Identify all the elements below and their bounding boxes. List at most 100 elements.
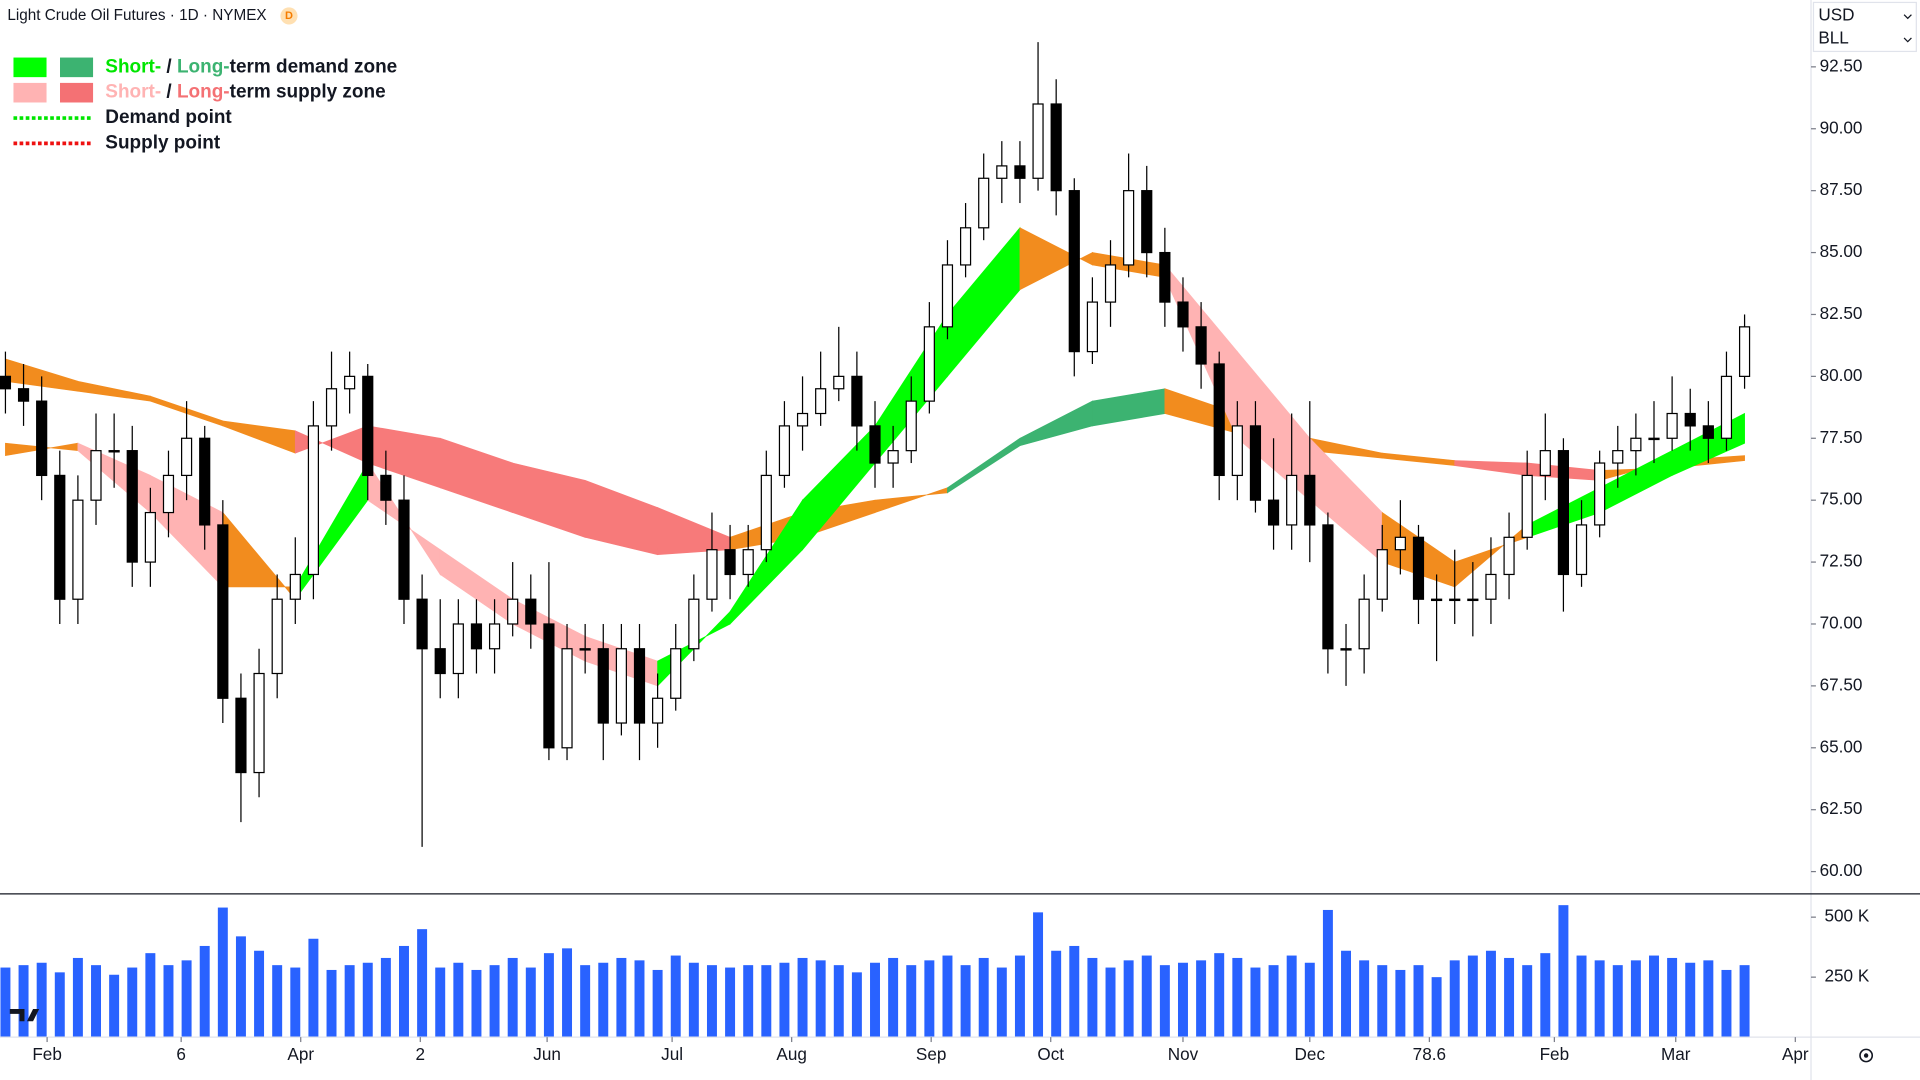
x-tick-label: Jun <box>533 1044 561 1064</box>
candle-body <box>72 499 84 600</box>
candle-body <box>543 623 555 749</box>
volume-bar <box>725 967 736 1038</box>
volume-bar <box>851 972 862 1038</box>
volume-bar <box>1504 957 1515 1038</box>
candle-body <box>1086 301 1098 353</box>
volume-bar <box>1286 955 1297 1038</box>
volume-bar <box>743 965 754 1038</box>
candle-body <box>1412 536 1425 600</box>
candle-body <box>1557 450 1570 576</box>
volume-bar <box>1558 905 1569 1038</box>
volume-bar <box>326 969 337 1038</box>
volume-bar <box>344 965 355 1038</box>
volume-bar <box>109 974 120 1038</box>
candle-body <box>17 388 30 402</box>
volume-bar <box>489 965 500 1038</box>
candle-body <box>380 474 392 501</box>
candle-body <box>833 375 845 390</box>
candle-body <box>1503 536 1515 576</box>
volume-bar <box>507 957 518 1038</box>
legend-part: Long- <box>177 82 230 103</box>
candle-body <box>1738 326 1751 377</box>
candle-body <box>996 165 1008 179</box>
candle-body <box>162 474 175 514</box>
volume-bar <box>706 965 717 1038</box>
legend-swatch <box>13 57 47 78</box>
candle-body <box>307 425 320 576</box>
candle-body <box>815 388 827 415</box>
settings-icon[interactable] <box>1859 1048 1874 1063</box>
legend-swatch <box>60 82 94 103</box>
volume-bar <box>1395 969 1406 1038</box>
candle-body <box>507 598 519 625</box>
candle-body <box>1249 425 1262 501</box>
legend-part: / <box>161 82 177 103</box>
volume-bar <box>217 907 228 1038</box>
volume-bar <box>924 960 935 1038</box>
volume-bar <box>417 929 428 1038</box>
volume-bar <box>91 965 101 1038</box>
legend-part: Short- <box>105 82 161 103</box>
candle-body <box>1449 598 1461 602</box>
volume-bar <box>181 960 192 1038</box>
y-tick-label: 80.00 <box>1820 365 1863 385</box>
candle-body <box>1177 301 1189 328</box>
legend-swatch <box>60 57 94 78</box>
candle-body <box>1358 598 1370 650</box>
logo <box>9 1008 40 1022</box>
x-tick-label: 78.6 <box>1413 1044 1446 1064</box>
volume-bar <box>235 936 246 1038</box>
candle-body <box>217 524 229 699</box>
volume-bar <box>833 965 844 1038</box>
candle-body <box>144 511 156 563</box>
candles <box>0 42 1751 847</box>
badge: D <box>285 10 293 22</box>
volume-bar <box>453 962 464 1038</box>
unit[interactable]: BLL <box>1818 28 1848 48</box>
x-tick-label: Nov <box>1168 1044 1199 1064</box>
legend-swatch <box>13 82 47 103</box>
x-tick-label: Apr <box>287 1044 314 1064</box>
volume-bar <box>797 957 808 1038</box>
x-tick-label: Oct <box>1037 1044 1064 1064</box>
volume-bar <box>942 955 953 1038</box>
candle-body <box>452 623 464 675</box>
currency[interactable]: USD <box>1818 4 1854 24</box>
legend-label: Short- / Long-term demand zone <box>105 56 397 77</box>
x-tick-label: 2 <box>416 1044 426 1064</box>
settings-icon-dot <box>1863 1053 1869 1058</box>
volume-bar <box>1268 965 1279 1038</box>
candle-body <box>271 598 283 675</box>
y-tick-label: 77.50 <box>1820 427 1863 447</box>
volume-bar <box>254 950 265 1038</box>
bands <box>5 226 1745 687</box>
candle-body <box>869 425 881 464</box>
candle-body <box>199 437 211 526</box>
candle-body <box>796 412 809 427</box>
candle-body <box>1104 264 1117 303</box>
currency-box[interactable] <box>1812 1 1917 53</box>
symbol-title[interactable]: Light Crude Oil Futures · 1D · NYMEX <box>7 7 266 24</box>
y-tick-label: 90.00 <box>1820 117 1863 137</box>
candle-body <box>1213 363 1225 477</box>
volume-bar <box>1232 957 1243 1038</box>
volume-bar <box>1322 909 1333 1038</box>
candle-body <box>470 623 483 650</box>
volume-bar <box>888 957 899 1038</box>
candle-body <box>181 437 193 477</box>
volume-bar <box>598 962 609 1038</box>
volume-bar <box>1449 960 1460 1038</box>
candle-body <box>488 623 501 650</box>
candle-body <box>54 474 66 600</box>
candle-body <box>1539 450 1551 477</box>
x-tick-label: Feb <box>1540 1044 1570 1064</box>
candle-body <box>887 450 899 464</box>
volume-bar <box>163 965 174 1038</box>
candle-body <box>1666 412 1678 439</box>
candle-body <box>760 474 772 551</box>
volume-bar <box>1721 969 1732 1038</box>
y-tick-label: 87.50 <box>1820 179 1863 199</box>
legend-part: / <box>161 56 177 77</box>
volume-bar <box>1685 962 1696 1038</box>
